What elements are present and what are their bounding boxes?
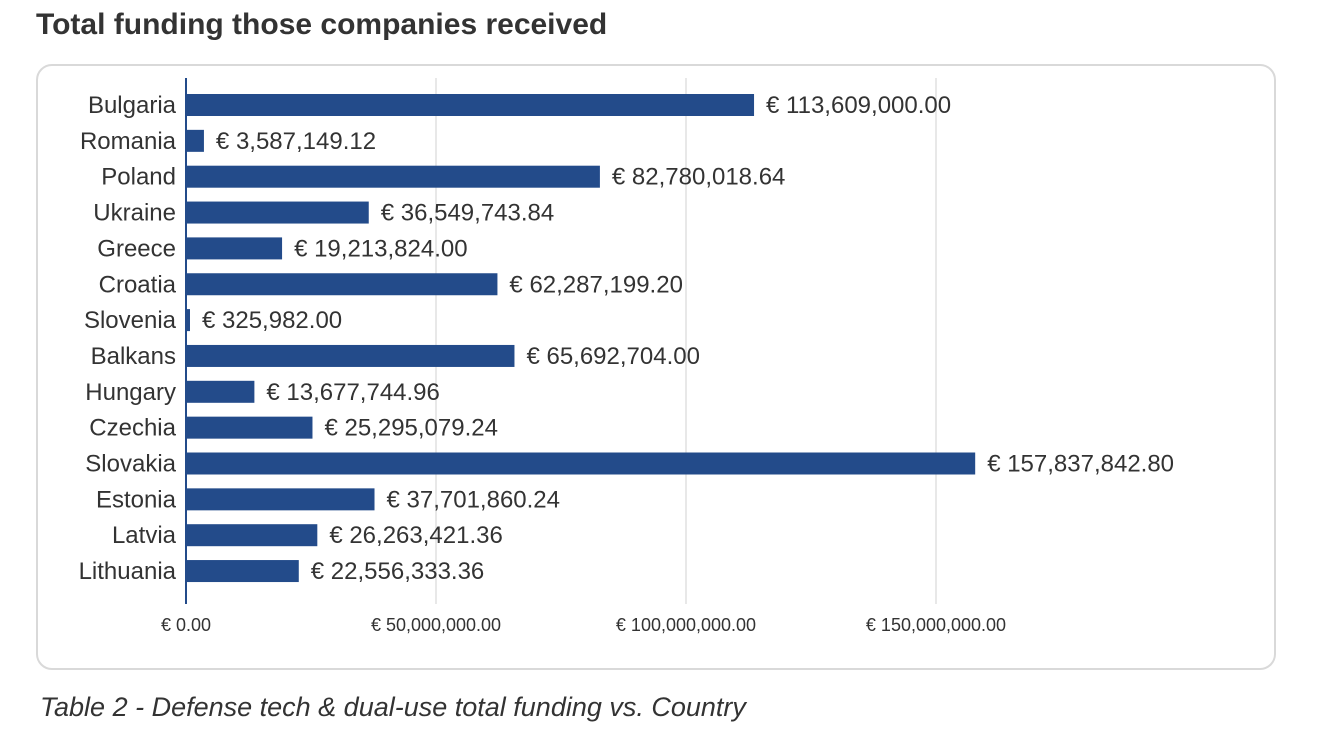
bar	[186, 273, 498, 296]
category-label: Greece	[97, 235, 176, 262]
bar	[186, 524, 318, 547]
value-label: € 325,982.00	[202, 307, 342, 334]
category-label: Estonia	[96, 486, 177, 513]
bar	[186, 129, 204, 152]
bar-chart: Bulgaria € 113,609,000.00 Romania € 3,587,1…	[79, 78, 1174, 635]
bar	[186, 201, 369, 224]
bar	[186, 380, 255, 403]
category-label: Balkans	[91, 343, 176, 370]
bar	[186, 560, 299, 583]
category-label: Ukraine	[93, 200, 176, 227]
value-label: € 113,609,000.00	[766, 92, 951, 119]
category-label: Latvia	[112, 522, 177, 549]
value-label: € 25,295,079.24	[324, 415, 498, 442]
category-label: Czechia	[89, 415, 176, 442]
chart-caption: Table 2 - Defense tech & dual-use total …	[40, 692, 746, 722]
category-label: Croatia	[99, 271, 177, 298]
page-title: Total funding those companies received	[36, 8, 608, 41]
value-label: € 36,549,743.84	[381, 200, 555, 227]
value-label: € 62,287,199.20	[509, 271, 683, 298]
category-label: Poland	[101, 164, 176, 191]
bar	[186, 344, 515, 367]
bar	[186, 309, 190, 332]
bar	[186, 165, 600, 188]
value-label: € 22,556,333.36	[311, 558, 485, 585]
value-label: € 65,692,704.00	[526, 343, 700, 370]
bar	[186, 94, 755, 116]
value-label: € 3,587,149.12	[216, 128, 376, 155]
value-label: € 13,677,744.96	[266, 379, 440, 406]
value-label: € 82,780,018.64	[612, 164, 786, 191]
category-label: Slovenia	[84, 307, 177, 334]
value-label: € 157,837,842.80	[987, 451, 1174, 478]
bar	[186, 452, 976, 475]
value-label: € 37,701,860.24	[387, 486, 560, 513]
category-label: Hungary	[85, 379, 176, 406]
bar	[186, 416, 313, 439]
category-label: Bulgaria	[88, 92, 177, 119]
x-tick-label: € 50,000,000.00	[371, 615, 501, 635]
chart-frame: Bulgaria € 113,609,000.00 Romania € 3,587,1…	[36, 64, 1276, 670]
category-label: Lithuania	[79, 558, 177, 585]
x-tick-label: € 0.00	[161, 615, 211, 635]
value-label: € 19,213,824.00	[294, 235, 468, 262]
category-label: Romania	[80, 128, 177, 155]
x-tick-label: € 150,000,000.00	[866, 615, 1006, 635]
value-label: € 26,263,421.36	[329, 522, 503, 549]
x-tick-label: € 100,000,000.00	[616, 615, 756, 635]
bar	[186, 488, 375, 511]
bar	[186, 237, 283, 260]
category-label: Slovakia	[85, 451, 176, 478]
